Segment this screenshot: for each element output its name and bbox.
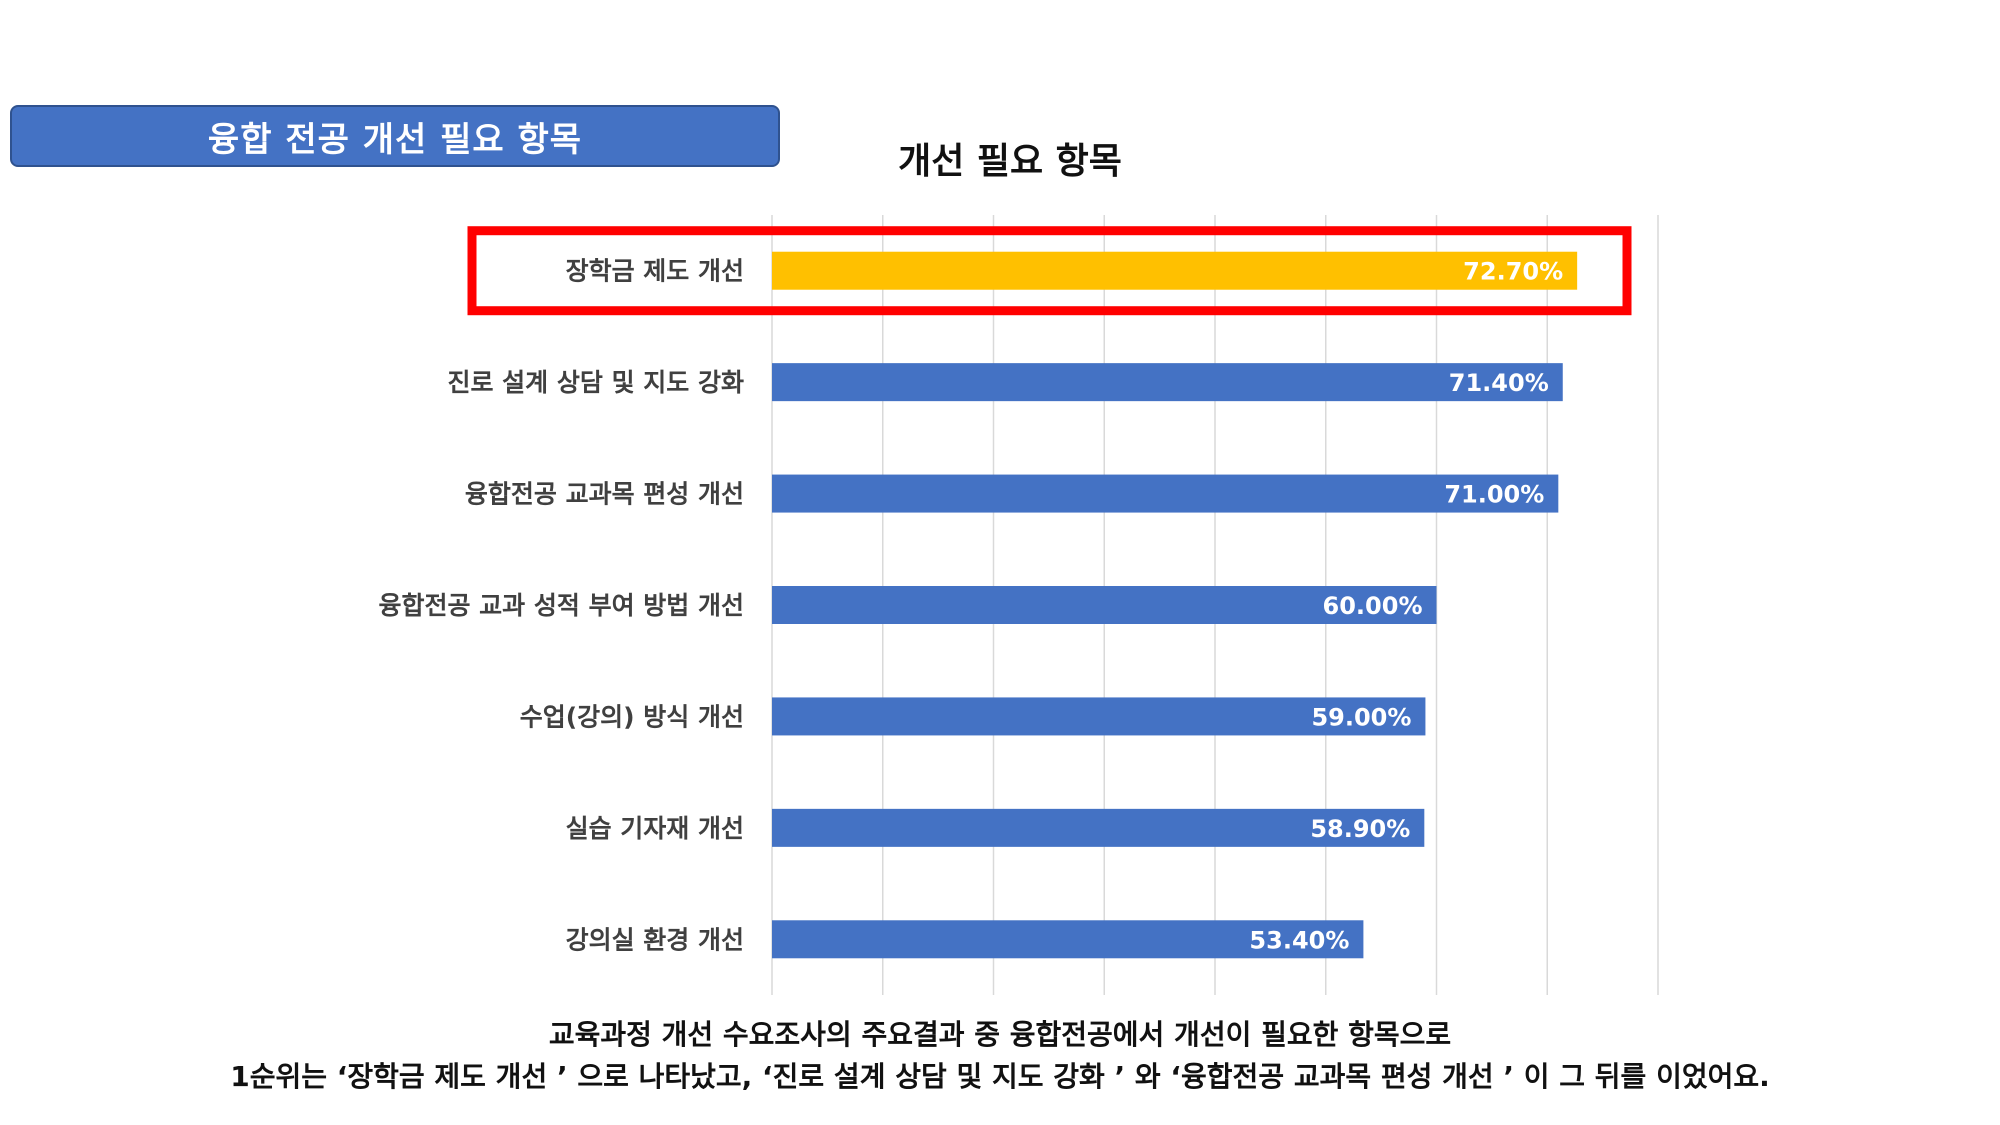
- data-label: 71.00%: [1444, 481, 1544, 509]
- bar: [772, 586, 1437, 624]
- data-label: 59.00%: [1311, 703, 1411, 731]
- section-banner: 융합 전공 개선 필요 항목: [10, 105, 780, 167]
- section-banner-label: 융합 전공 개선 필요 항목: [207, 119, 583, 160]
- data-label: 71.40%: [1449, 369, 1549, 397]
- category-label: 장학금 제도 개선: [566, 257, 744, 286]
- data-labels: 72.70% 71.40% 71.00% 60.00% 59.00% 58.90% 53.4…: [1249, 258, 1563, 955]
- data-label: 58.90%: [1310, 815, 1410, 843]
- bar: [772, 251, 1578, 290]
- bars: [772, 251, 1578, 959]
- category-label: 강의실 환경 개선: [566, 925, 744, 954]
- category-label: 융합전공 교과목 편성 개선: [465, 480, 744, 509]
- category-label: 융합전공 교과 성적 부여 방법 개선: [378, 591, 744, 620]
- data-label: 60.00%: [1323, 592, 1423, 620]
- bar: [772, 474, 1559, 513]
- highlight-box: [467, 226, 1632, 316]
- category-label: 수업(강의) 방식 개선: [520, 702, 744, 731]
- category-label: 진로 설계 상담 및 지도 강화: [447, 368, 744, 397]
- bar: [772, 808, 1425, 847]
- data-label: 72.70%: [1463, 258, 1563, 286]
- data-label: 53.40%: [1249, 926, 1349, 954]
- bar: [772, 363, 1563, 402]
- caption-line-2: 1순위는 ‘장학금 제도 개선 ’ 으로 나타났고, ‘진로 설계 상담 및 지…: [230, 1060, 1770, 1093]
- bar: [772, 920, 1364, 959]
- category-label: 실습 기자재 개선: [566, 814, 744, 843]
- chart-title: 개선 필요 항목: [898, 141, 1122, 182]
- caption-line-1: 교육과정 개선 수요조사의 주요결과 중 융합전공에서 개선이 필요한 항목으로: [548, 1018, 1452, 1051]
- bar: [772, 697, 1426, 736]
